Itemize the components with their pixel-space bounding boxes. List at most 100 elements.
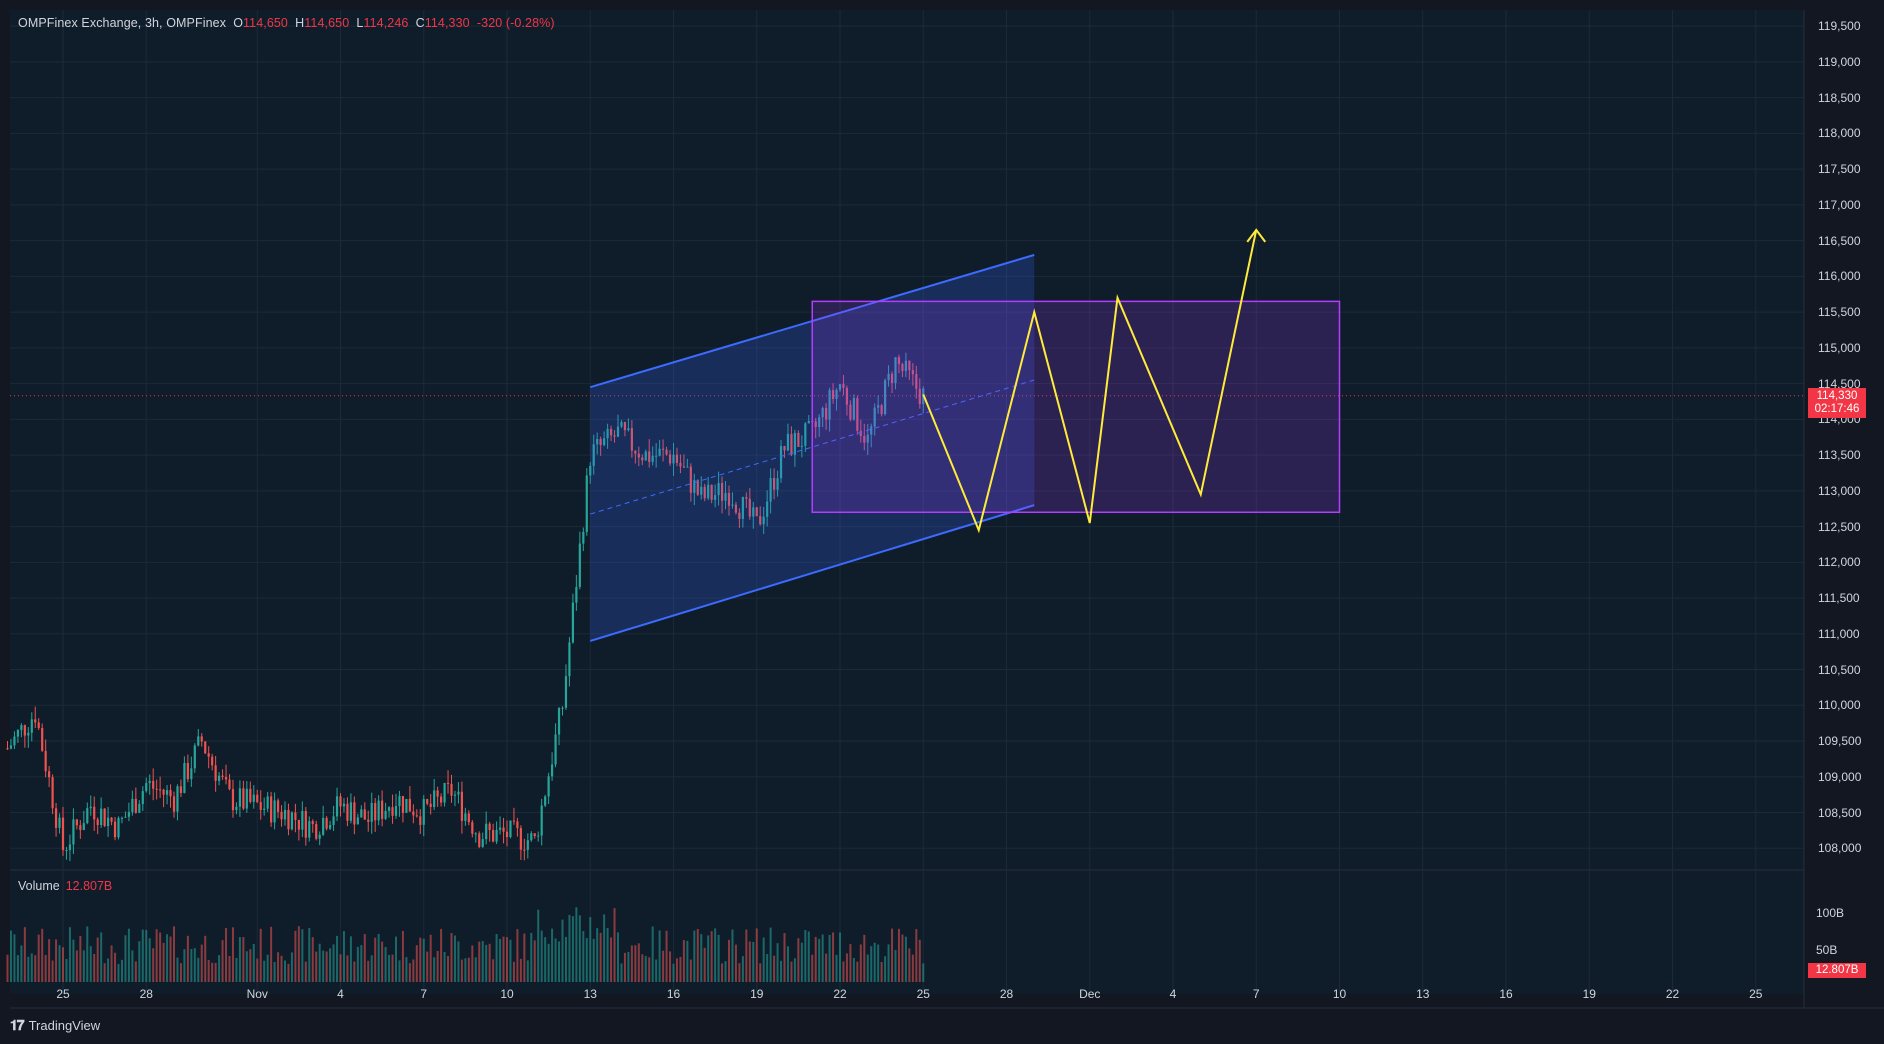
candle-up [866,434,869,443]
tradingview-logo-icon: 𝟏𝟕 [10,1017,25,1033]
volume-bar [665,930,668,982]
volume-bar [211,962,214,982]
price-tick-label: 119,000 [1818,54,1861,69]
volume-bar [891,928,894,982]
price-tick-label: 108,000 [1818,841,1862,856]
volume-bar [62,947,64,982]
volume-bar [540,930,543,982]
volume-bar [818,938,821,982]
candle-up [752,507,755,517]
candle-down [505,831,509,838]
volume-bar [82,950,85,982]
volume-bar [741,956,744,982]
candle-down [759,516,762,525]
volume-bar [360,945,363,982]
candle-up [72,819,75,845]
candle-down [294,812,297,820]
price-tick-label: 112,000 [1818,555,1861,570]
candle-up [356,817,359,825]
volume-bar [249,949,252,982]
volume-bar [783,933,786,982]
volume-bar [72,939,75,982]
volume-bar [363,934,366,982]
candle-up [658,448,661,456]
volume-bar [793,958,796,982]
volume-bar [117,963,120,982]
volume-bar [849,944,852,982]
volume-bar [575,907,578,982]
volume-bar [183,949,186,982]
candle-up [762,516,765,525]
volume-bar [58,945,61,982]
candle-down [207,753,210,757]
candle-down [488,823,491,830]
volume-bar [34,955,37,982]
volume-bar [613,908,616,982]
volume-bar [679,956,682,982]
tradingview-brand[interactable]: 𝟏𝟕 TradingView [10,1017,100,1034]
candle-up [741,497,744,519]
candle-down [172,796,176,812]
candle-down [675,454,679,463]
candle-down [460,791,464,821]
volume-bar [606,927,609,982]
candle-down [863,435,866,443]
time-tick-label: Nov [246,987,268,1001]
volume-bar [228,956,231,982]
candle-down [901,364,904,372]
volume-bar [499,938,502,982]
time-tick-label: 19 [750,987,764,1001]
volume-bar [589,917,592,982]
price-tick-label: 110,000 [1818,698,1861,713]
symbol-label[interactable]: OMPFinex Exchange, 3h, OMPFinex [18,16,227,30]
candle-up [877,405,880,408]
candle-down [113,821,117,838]
candle-up [30,719,33,733]
candle-up [644,451,647,461]
candle-down [259,802,262,810]
volume-bar [897,928,900,982]
candle-up [550,764,554,777]
volume-bar [176,957,179,982]
volume-bar [700,934,703,982]
volume-bar [814,936,817,982]
volume-bar [537,909,540,982]
candle-down [831,390,835,399]
volume-bar [509,939,512,982]
volume-bar [887,944,890,982]
candle-down [720,482,724,501]
candle-up [398,796,401,807]
time-tick-label: 22 [1665,987,1680,1001]
volume-tick-label: 100B [1816,906,1845,920]
candle-down [755,507,758,517]
volume-bar [339,954,342,982]
volume-bar [766,954,769,982]
volume-bar [405,957,408,982]
volume-label[interactable]: Volume [18,879,60,893]
volume-bar [270,926,273,982]
candle-down [419,816,422,825]
candle-down [412,811,415,816]
candle-up [86,808,89,824]
volume-bar [675,958,678,982]
volume-bar [124,935,127,982]
candle-up [217,775,221,781]
volume-bar [558,941,561,982]
volume-bar [610,937,613,982]
volume-bar [915,929,918,982]
volume-bar [832,932,835,982]
candle-down [467,813,470,823]
volume-bar [481,941,484,982]
candle-down [408,798,411,812]
candle-up [193,745,196,769]
volume-bar [141,929,144,982]
candle-down [242,788,245,809]
volume-bar [388,954,391,982]
candle-up [263,808,266,810]
volume-bar [13,934,16,982]
projection-path [922,229,1258,534]
candle-down [79,825,82,831]
time-tick-label: 16 [1499,987,1513,1001]
candle-up [769,477,772,502]
